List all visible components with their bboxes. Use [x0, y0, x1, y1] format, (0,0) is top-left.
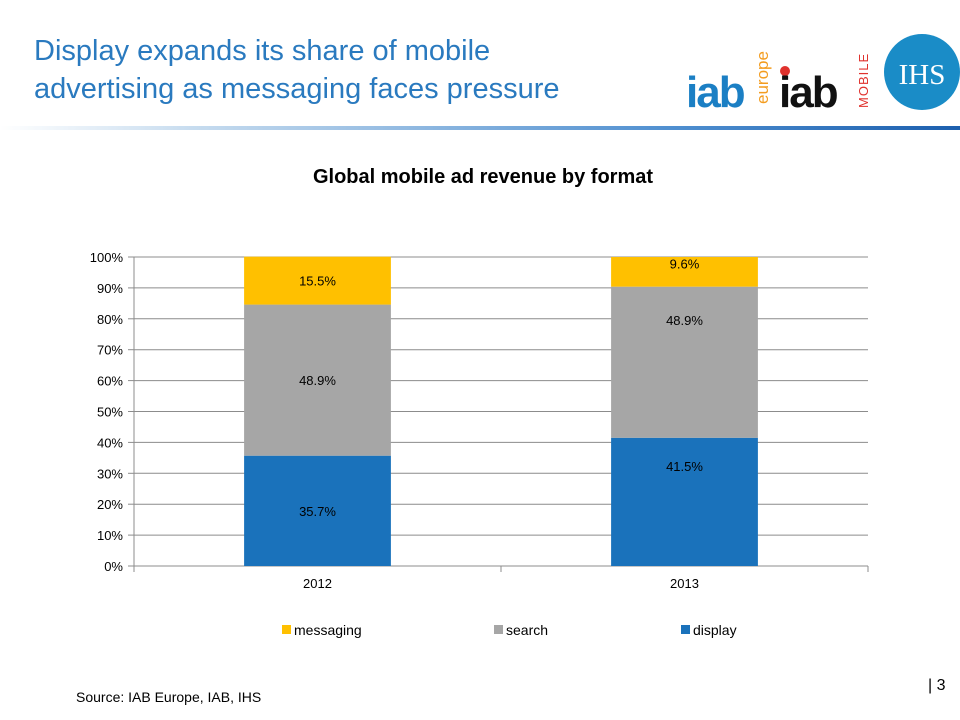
- slide-title: Display expands its share of mobile adve…: [34, 32, 654, 108]
- bar-search-2012: [244, 304, 391, 456]
- bar-messaging-2012: [244, 256, 391, 305]
- iab-europe-logo: iab europe: [686, 51, 772, 117]
- bar-messaging-2013: [611, 257, 758, 287]
- ihs-logo-text: IHS: [899, 59, 946, 91]
- legend-swatch-display: [681, 625, 690, 634]
- legend-swatch-messaging: [282, 625, 291, 634]
- data-label-search-2013: 48.9%: [666, 313, 703, 328]
- legend-label-display: display: [693, 622, 737, 638]
- legend-swatch-search: [494, 625, 503, 634]
- y-tick-label: 80%: [97, 312, 123, 327]
- source-note: Source: IAB Europe, IAB, IHS: [76, 689, 262, 705]
- y-tick-label: 40%: [97, 435, 123, 450]
- y-tick-label: 50%: [97, 405, 123, 420]
- data-label-search-2012: 48.9%: [299, 373, 336, 388]
- y-tick-label: 60%: [97, 374, 123, 389]
- partner-logos: iab europe iab MOBILE IHS: [686, 34, 960, 117]
- data-label-display-2012: 35.7%: [299, 504, 336, 519]
- y-tick-label: 90%: [97, 281, 123, 296]
- iab-mobile-logo-text: iab: [779, 68, 838, 114]
- slide-title-line-2: advertising as messaging faces pressure: [34, 73, 560, 105]
- y-tick-label: 0%: [104, 559, 123, 574]
- slide-title-line-1: Display expands its share of mobile: [34, 35, 491, 67]
- x-tick-label: 2013: [670, 576, 699, 591]
- ihs-logo-circle: [884, 34, 960, 110]
- y-tick-label: 100%: [90, 250, 124, 265]
- legend-label-messaging: messaging: [294, 622, 362, 638]
- x-tick-label: 2012: [303, 576, 332, 591]
- bar-display-2013: [611, 437, 758, 566]
- iab-europe-logo-text: iab: [686, 68, 745, 114]
- iab-mobile-logo-tag: MOBILE: [856, 53, 871, 108]
- chart-title: Global mobile ad revenue by format: [312, 166, 654, 188]
- y-tick-label: 10%: [97, 528, 123, 543]
- data-label-messaging-2012: 15.5%: [299, 274, 336, 289]
- stacked-bar-chart: 0% 10% 20% 30% 40% 50% 60% 70% 80% 90% 100% 2012 201…: [90, 250, 869, 638]
- data-label-messaging-2013: 9.6%: [670, 257, 700, 272]
- page-number: | 3: [928, 677, 946, 694]
- y-tick-label: 20%: [97, 497, 123, 512]
- iab-mobile-logo: iab MOBILE: [779, 53, 871, 117]
- iab-europe-logo-tag: europe: [753, 51, 772, 104]
- bar-search-2013: [611, 286, 758, 438]
- header-divider: [0, 126, 960, 130]
- y-tick-label: 70%: [97, 343, 123, 358]
- data-label-display-2013: 41.5%: [666, 459, 703, 474]
- bar-display-2012: [244, 455, 391, 566]
- iab-mobile-dot: [780, 66, 790, 76]
- legend-label-search: search: [506, 622, 548, 638]
- ihs-logo: IHS: [884, 34, 960, 110]
- y-tick-label: 30%: [97, 466, 123, 481]
